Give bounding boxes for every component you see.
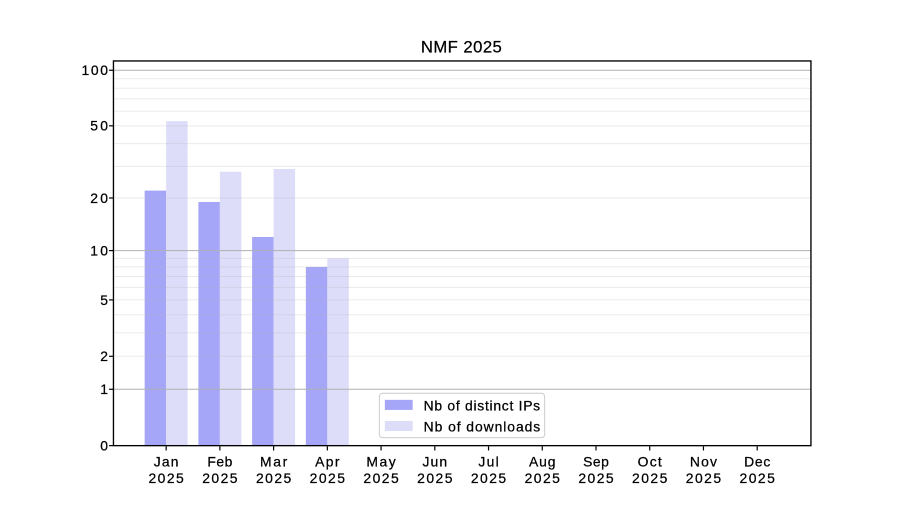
svg-text:2025: 2025 [686,470,722,486]
svg-text:2025: 2025 [148,470,184,486]
svg-text:2025: 2025 [471,470,507,486]
svg-text:Aug: Aug [529,453,556,469]
svg-text:2025: 2025 [202,470,238,486]
svg-text:Nov: Nov [690,453,717,469]
svg-text:20: 20 [90,190,108,206]
svg-text:NMF 2025: NMF 2025 [421,38,502,57]
svg-text:Feb: Feb [207,453,232,469]
svg-text:2025: 2025 [363,470,399,486]
svg-text:2025: 2025 [632,470,668,486]
svg-text:50: 50 [90,118,108,134]
svg-text:Oct: Oct [638,453,662,469]
svg-text:2025: 2025 [256,470,292,486]
svg-text:Jun: Jun [423,453,448,469]
svg-text:Sep: Sep [583,453,609,469]
svg-text:100: 100 [81,62,108,78]
svg-text:Apr: Apr [315,453,340,469]
svg-text:1: 1 [100,381,108,397]
svg-text:2: 2 [100,348,108,364]
svg-text:Jan: Jan [154,453,179,469]
svg-text:5: 5 [100,292,108,308]
svg-text:10: 10 [90,243,108,259]
svg-text:Dec: Dec [744,453,770,469]
svg-text:2025: 2025 [578,470,614,486]
svg-text:2025: 2025 [525,470,561,486]
svg-text:2025: 2025 [310,470,346,486]
svg-text:May: May [366,453,395,469]
svg-text:Nb of downloads: Nb of downloads [424,419,541,435]
svg-text:Mar: Mar [260,453,288,469]
svg-text:Jul: Jul [478,453,498,469]
svg-text:0: 0 [100,438,108,454]
svg-text:Nb of distinct IPs: Nb of distinct IPs [424,398,541,414]
svg-text:2025: 2025 [417,470,453,486]
svg-text:2025: 2025 [740,470,776,486]
